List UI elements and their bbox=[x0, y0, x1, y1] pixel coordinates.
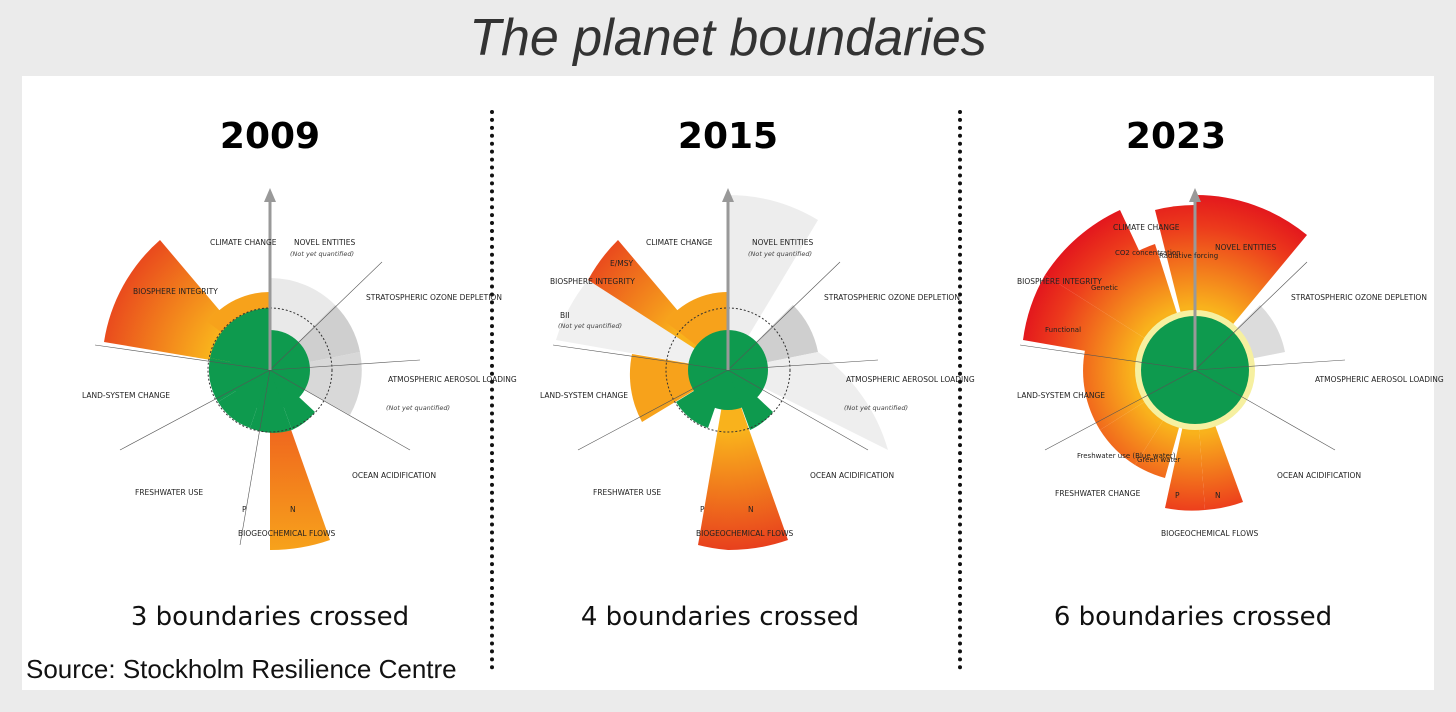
label-bii: BII bbox=[560, 311, 570, 320]
summary-2015: 4 boundaries crossed bbox=[580, 602, 860, 632]
bii-wedge bbox=[556, 280, 728, 370]
risk-axis-arrow-icon bbox=[1189, 188, 1201, 202]
page-title: The planet boundaries bbox=[469, 9, 987, 67]
risk-axis-arrow-icon bbox=[722, 188, 734, 202]
freshwater-core bbox=[676, 370, 728, 428]
year-2015-title: 2015 bbox=[677, 116, 779, 157]
label-emsy: E/MSY bbox=[610, 259, 633, 268]
label-p: P bbox=[242, 505, 247, 514]
label-novel-entities: NOVEL ENTITIES bbox=[294, 238, 355, 247]
label-blue-water: Freshwater use (Blue water) bbox=[1077, 452, 1176, 460]
divider-left bbox=[490, 110, 494, 670]
label-aerosol: ATMOSPHERIC AEROSOL LOADING bbox=[1315, 375, 1444, 384]
aerosol-wedge bbox=[728, 352, 888, 450]
risk-axis-arrow-icon bbox=[264, 188, 276, 202]
year-2023-title: 2023 bbox=[1125, 116, 1227, 157]
ocean-core bbox=[270, 370, 315, 430]
label-p: P bbox=[700, 505, 705, 514]
label-climate-change: CLIMATE CHANGE bbox=[210, 238, 277, 247]
p-core bbox=[250, 370, 292, 433]
boundaries-wheel-2015: CLIMATE CHANGE NOVEL ENTITIES (Not yet q… bbox=[540, 188, 975, 551]
label-biosphere: BIOSPHERE INTEGRITY bbox=[550, 277, 635, 286]
label-climate-change: CLIMATE CHANGE bbox=[1113, 223, 1180, 232]
ocean-core bbox=[728, 370, 773, 430]
label-aerosol: ATMOSPHERIC AEROSOL LOADING bbox=[388, 375, 517, 384]
summary-2009: 3 boundaries crossed bbox=[130, 602, 410, 632]
label-aerosol: ATMOSPHERIC AEROSOL LOADING bbox=[846, 375, 975, 384]
label-freshwater: FRESHWATER USE bbox=[593, 488, 661, 497]
safe-boundary-ring bbox=[207, 307, 333, 433]
label-co2: CO2 concentration bbox=[1115, 249, 1181, 257]
label-bio-flows: BIOGEOCHEMICAL FLOWS bbox=[696, 529, 793, 538]
label-biosphere: BIOSPHERE INTEGRITY bbox=[1017, 277, 1102, 286]
label-green-water: Green water bbox=[1137, 456, 1180, 464]
label-not-quantified-novel: (Not yet quantified) bbox=[748, 250, 812, 258]
safe-boundary-ring bbox=[665, 307, 791, 433]
label-land-system: LAND-SYSTEM CHANGE bbox=[1017, 391, 1105, 400]
label-ocean: OCEAN ACIDIFICATION bbox=[810, 471, 894, 480]
boundaries-wheel-2023: CLIMATE CHANGE CO2 concentration Radiati… bbox=[1017, 188, 1444, 538]
label-p: P bbox=[1175, 491, 1180, 500]
label-n: N bbox=[748, 505, 754, 514]
label-ocean: OCEAN ACIDIFICATION bbox=[1277, 471, 1361, 480]
label-ozone: STRATOSPHERIC OZONE DEPLETION bbox=[824, 293, 960, 302]
label-radiative: Radiative forcing bbox=[1159, 252, 1218, 260]
biosphere-core bbox=[210, 308, 270, 370]
novel-entities-wedge bbox=[728, 195, 818, 370]
label-n: N bbox=[290, 505, 296, 514]
freshwater-core bbox=[218, 370, 270, 428]
label-bio-flows: BIOGEOCHEMICAL FLOWS bbox=[238, 529, 335, 538]
label-genetic: Genetic bbox=[1091, 284, 1118, 292]
summary-2023: 6 boundaries crossed bbox=[1053, 602, 1333, 632]
label-land-system: LAND-SYSTEM CHANGE bbox=[540, 391, 628, 400]
label-functional: Functional bbox=[1045, 326, 1081, 334]
label-bio-flows: BIOGEOCHEMICAL FLOWS bbox=[1161, 529, 1258, 538]
label-not-quantified-aerosol: (Not yet quantified) bbox=[844, 404, 908, 412]
label-biosphere: BIOSPHERE INTEGRITY bbox=[133, 287, 218, 296]
year-2009-title: 2009 bbox=[219, 116, 321, 157]
label-land-system: LAND-SYSTEM CHANGE bbox=[82, 391, 170, 400]
label-n: N bbox=[1215, 491, 1221, 500]
nitrogen-wedge bbox=[728, 370, 788, 551]
label-novel-entities: NOVEL ENTITIES bbox=[752, 238, 813, 247]
label-ocean: OCEAN ACIDIFICATION bbox=[352, 471, 436, 480]
label-climate-change: CLIMATE CHANGE bbox=[646, 238, 713, 247]
label-freshwater: FRESHWATER USE bbox=[135, 488, 203, 497]
label-ozone: STRATOSPHERIC OZONE DEPLETION bbox=[1291, 293, 1427, 302]
label-ozone: STRATOSPHERIC OZONE DEPLETION bbox=[366, 293, 502, 302]
label-freshwater: FRESHWATER CHANGE bbox=[1055, 489, 1141, 498]
phosphorus-wedge bbox=[698, 370, 728, 550]
source-credit: Source: Stockholm Resilience Centre bbox=[26, 654, 457, 684]
label-novel-entities: NOVEL ENTITIES bbox=[1215, 243, 1276, 252]
label-not-quantified-novel: (Not yet quantified) bbox=[290, 250, 354, 258]
label-not-quantified-bii: (Not yet quantified) bbox=[558, 322, 622, 330]
label-not-quantified-aerosol: (Not yet quantified) bbox=[386, 404, 450, 412]
divider-right bbox=[958, 110, 962, 670]
boundaries-wheel-2009: CLIMATE CHANGE NOVEL ENTITIES (Not yet q… bbox=[82, 188, 517, 551]
